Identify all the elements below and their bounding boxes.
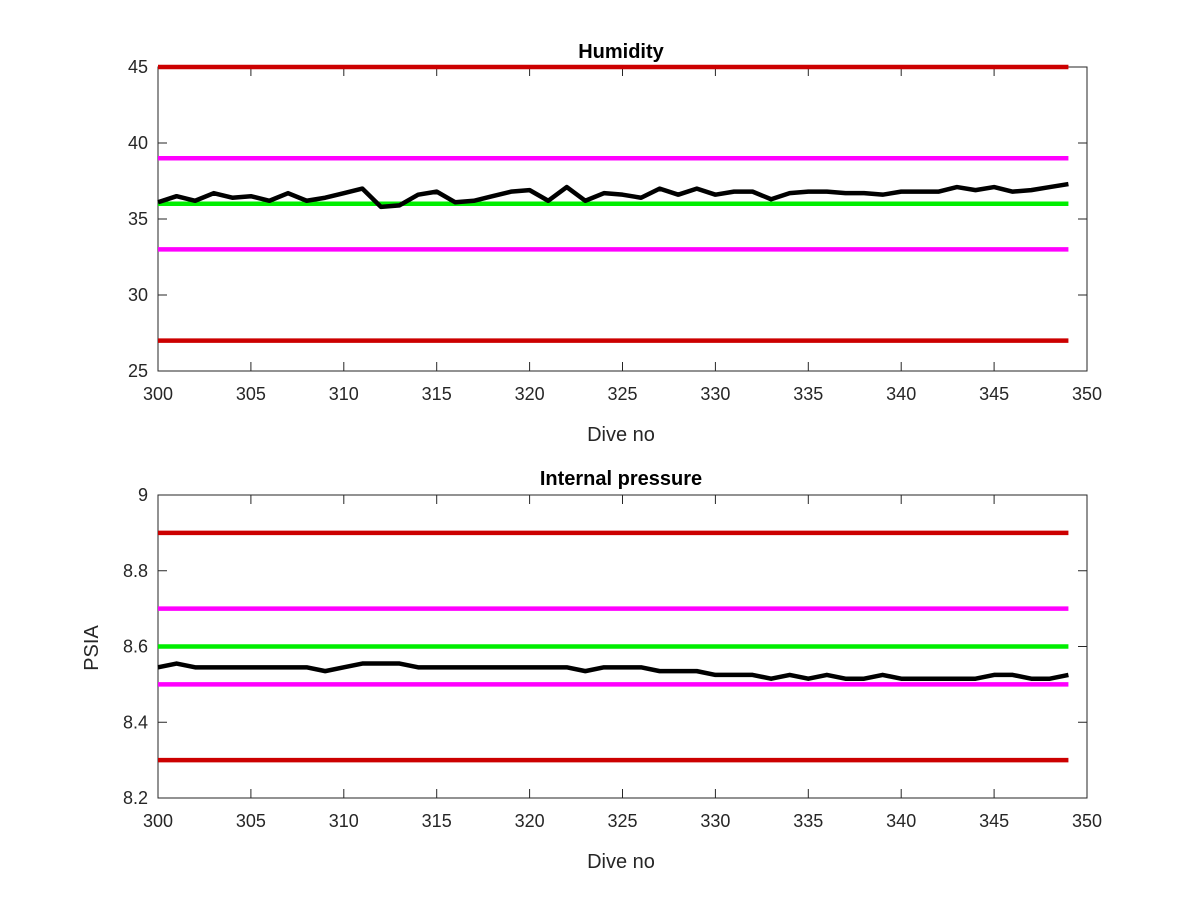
x-tick-label: 350 xyxy=(1072,384,1102,404)
x-tick-label: 305 xyxy=(236,384,266,404)
data-series-line xyxy=(157,661,1069,681)
plot-area xyxy=(157,66,1088,372)
x-axis-label: Dive no xyxy=(587,424,655,446)
x-tick-label: 305 xyxy=(236,811,266,831)
y-tick-label: 30 xyxy=(128,285,148,305)
y-tick-label: 45 xyxy=(128,57,148,77)
chart-title: Internal pressure xyxy=(540,468,702,490)
data-series-line xyxy=(157,181,1069,210)
x-tick-label: 300 xyxy=(143,811,173,831)
y-tick-label: 40 xyxy=(128,133,148,153)
y-tick-label: 8.8 xyxy=(123,561,148,581)
x-tick-label: 335 xyxy=(793,811,823,831)
x-tick-label: 345 xyxy=(979,384,1009,404)
x-tick-label: 315 xyxy=(422,811,452,831)
x-tick-label: 315 xyxy=(422,384,452,404)
x-tick-label: 325 xyxy=(607,384,637,404)
x-tick-label: 320 xyxy=(515,811,545,831)
x-tick-label: 330 xyxy=(700,384,730,404)
x-tick-label: 335 xyxy=(793,384,823,404)
y-tick-label: 8.6 xyxy=(123,637,148,657)
internal-pressure-panel: Internal pressure Dive no PSIA 300 305 310… xyxy=(81,468,1102,873)
chart-title: Humidity xyxy=(578,41,664,63)
x-tick-label: 310 xyxy=(329,811,359,831)
y-tick-label: 35 xyxy=(128,209,148,229)
x-tick-label: 310 xyxy=(329,384,359,404)
x-tick-label: 340 xyxy=(886,811,916,831)
x-tick-label: 340 xyxy=(886,384,916,404)
x-tick-label: 330 xyxy=(700,811,730,831)
humidity-panel: Humidity Dive no 300 305 310 315 320 325 330 33… xyxy=(128,41,1102,446)
x-tick-label: 345 xyxy=(979,811,1009,831)
y-axis-label: PSIA xyxy=(81,625,103,671)
y-tick-label: 25 xyxy=(128,361,148,381)
x-tick-label: 320 xyxy=(515,384,545,404)
y-tick-label: 8.2 xyxy=(123,788,148,808)
x-axis-label: Dive no xyxy=(587,851,655,873)
x-tick-label: 350 xyxy=(1072,811,1102,831)
y-tick-label: 9 xyxy=(138,485,148,505)
x-tick-label: 325 xyxy=(607,811,637,831)
x-tick-label: 300 xyxy=(143,384,173,404)
y-tick-label: 8.4 xyxy=(123,712,148,732)
